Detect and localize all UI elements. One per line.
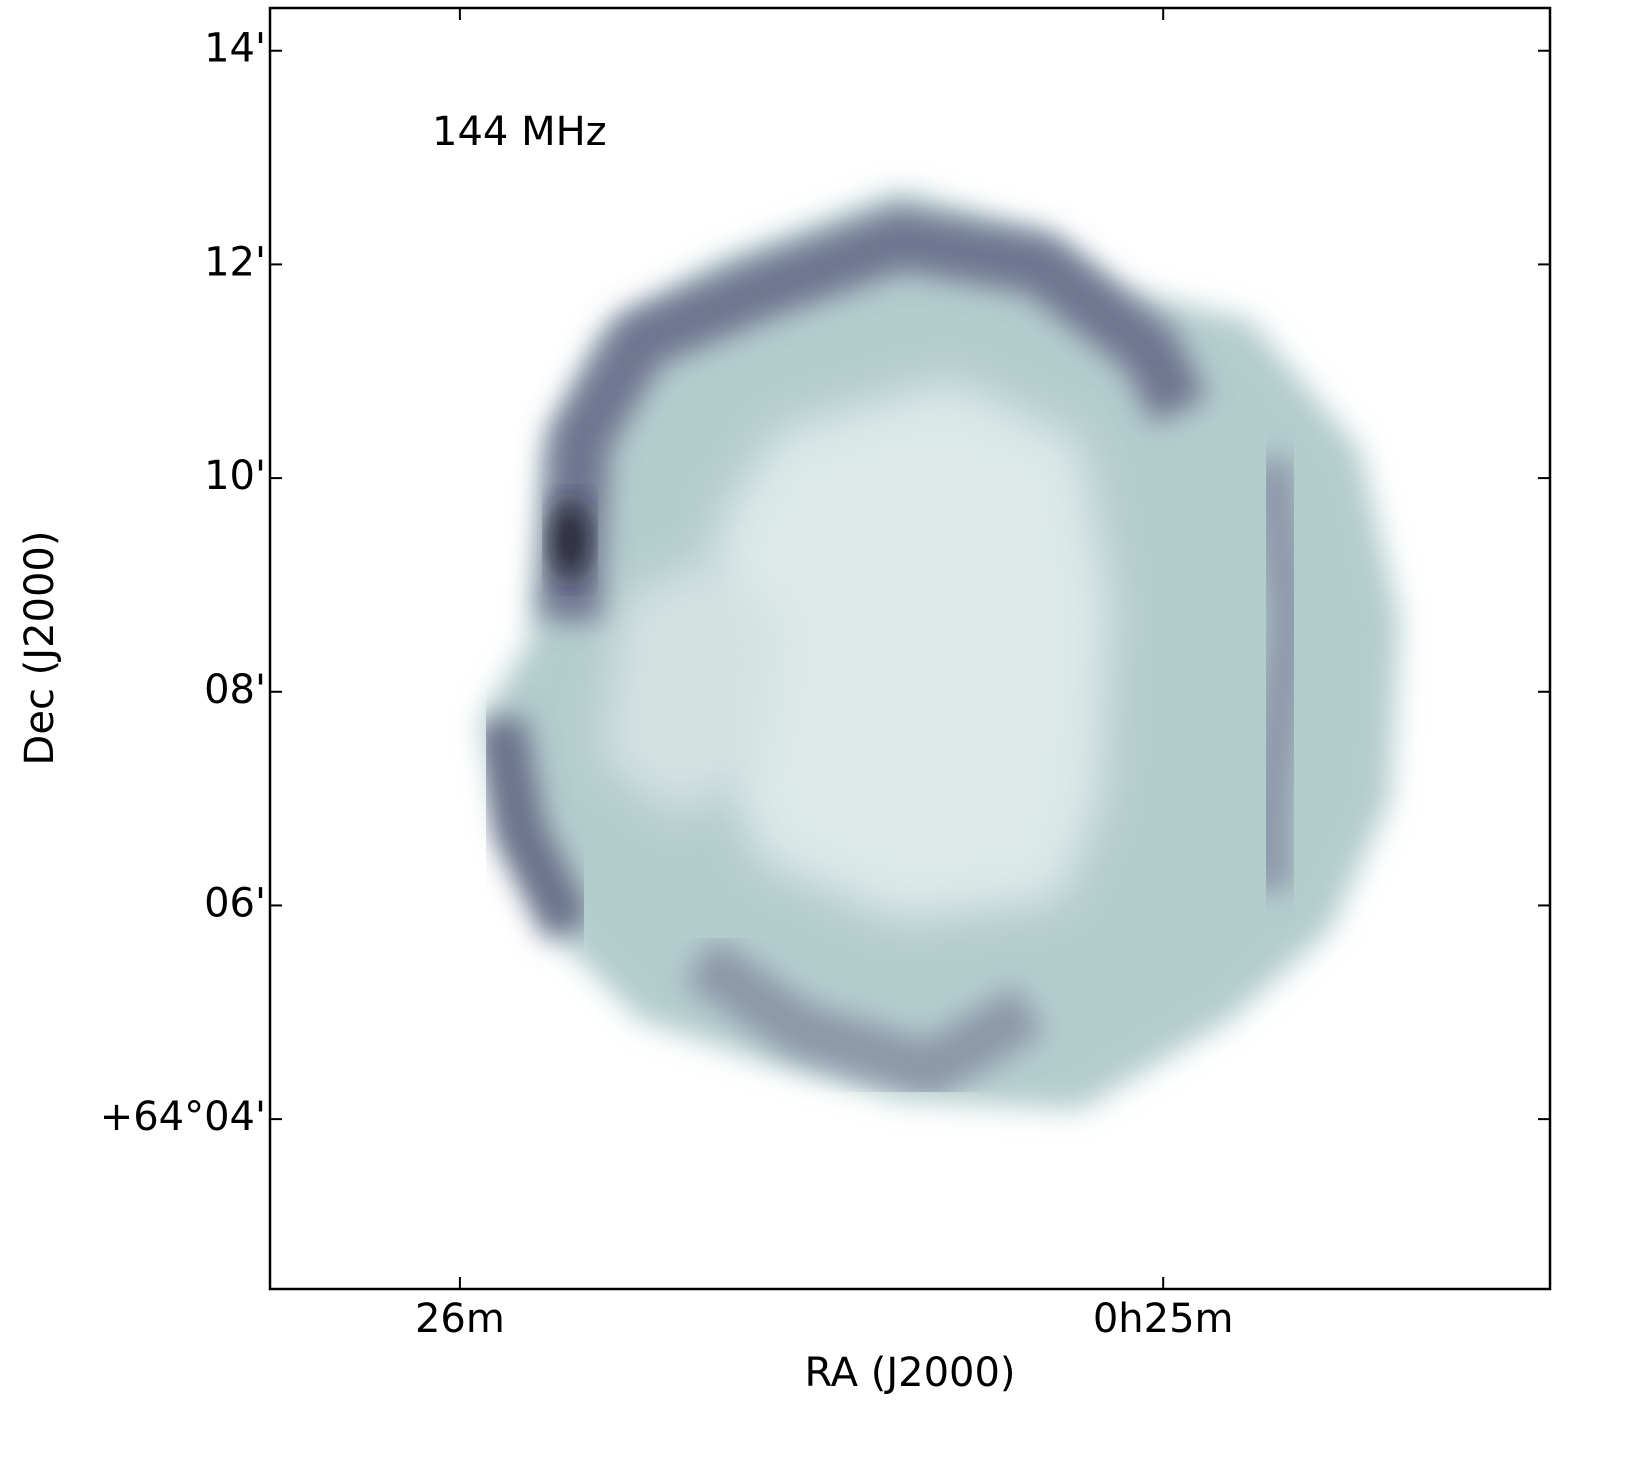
y-axis-label: Dec (J2000) [17,531,63,766]
annotation: 144 MHz [432,109,607,155]
axes-frame [268,6,1552,1291]
y-tick-label: 14' [204,26,266,72]
x-tick-label: 0h25m [1093,1296,1234,1342]
x-tick-label: 26m [415,1296,505,1342]
y-tick-label: 08' [204,667,266,713]
y-tick-label: 06' [204,880,266,926]
radio-map [475,190,1400,1110]
y-tick-label: 12' [204,239,266,285]
y-tick-label: 10' [204,453,266,499]
x-axis-label: RA (J2000) [804,1350,1015,1396]
y-tick-label: +64°04' [100,1094,266,1140]
